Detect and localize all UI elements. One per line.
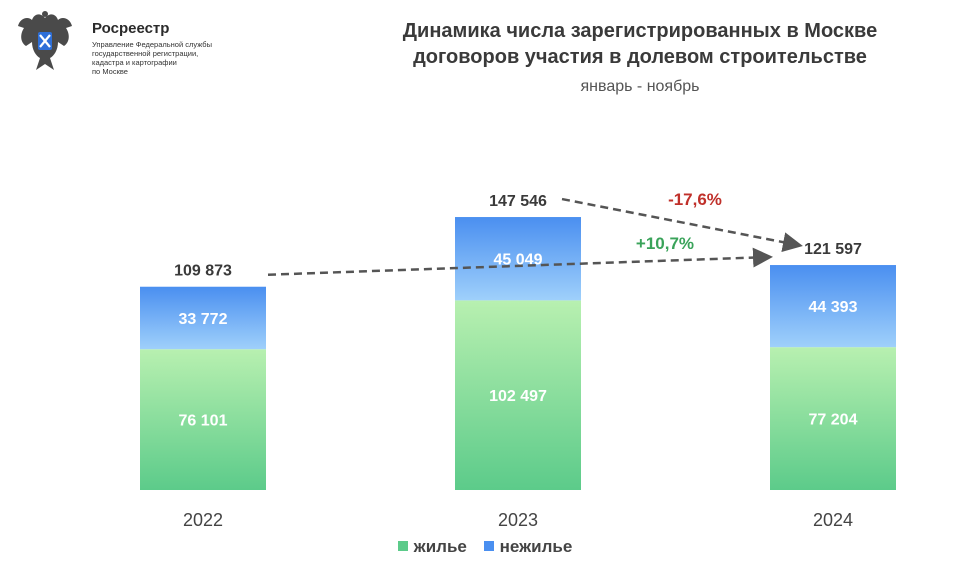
total-label-2024: 121 597 <box>804 241 862 258</box>
value-label-residential-2022: 76 101 <box>179 413 228 430</box>
arrow-2023-to-2024 <box>561 197 803 252</box>
legend-swatch-nonresidential <box>483 541 494 551</box>
logo: Росреестр Управление Федеральной службы … <box>14 8 274 88</box>
double-headed-eagle-emblem-icon <box>18 11 72 70</box>
annotation-change-2023-2024: -17,6% <box>668 190 722 209</box>
x-tick-label-2022: 2022 <box>183 510 223 530</box>
value-label-residential-2023: 102 497 <box>489 388 547 405</box>
value-label-nonresidential-2022: 33 772 <box>179 311 228 328</box>
legend-label-nonresidential: нежилье <box>499 537 573 556</box>
bar-residential-2023 <box>455 300 581 490</box>
bar-residential-2022 <box>140 349 266 490</box>
chart-title: Динамика числа зарегистрированных в Моск… <box>402 20 878 68</box>
bar-residential-2024 <box>770 347 896 490</box>
total-label-2023: 147 546 <box>489 193 547 210</box>
x-tick-label-2024: 2024 <box>813 510 853 530</box>
annotation-change-2022-2024: +10,7% <box>636 234 694 253</box>
legend-item-residential: жилье <box>397 537 467 557</box>
legend: жилье нежилье <box>0 537 970 557</box>
x-tick-label-2023: 2023 <box>498 510 538 530</box>
legend-label-residential: жилье <box>413 537 467 556</box>
arrow-2022-to-2024 <box>267 247 773 276</box>
value-label-nonresidential-2024: 44 393 <box>809 299 858 316</box>
legend-swatch-residential <box>397 541 408 551</box>
value-label-residential-2024: 77 204 <box>809 412 858 429</box>
bar-nonresidential-2023 <box>455 217 581 301</box>
org-subtitle: Управление Федеральной службы государств… <box>92 40 212 76</box>
total-label-2022: 109 873 <box>174 263 232 280</box>
org-name: Росреестр <box>92 20 170 37</box>
legend-item-nonresidential: нежилье <box>483 537 573 557</box>
bar-nonresidential-2022 <box>140 286 266 350</box>
chart-subtitle: январь - ноябрь <box>580 78 700 95</box>
bar-nonresidential-2024 <box>770 265 896 348</box>
